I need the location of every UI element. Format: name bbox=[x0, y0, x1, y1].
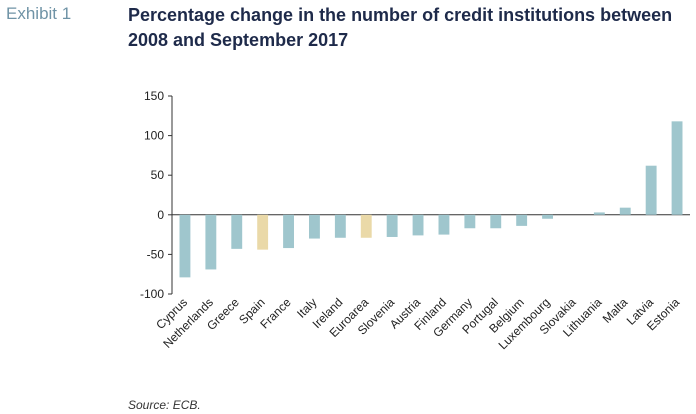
bar-portugal bbox=[490, 214, 502, 229]
y-tick-label: 100 bbox=[144, 129, 164, 143]
bar-luxembourg bbox=[542, 214, 553, 219]
exhibit-label: Exhibit 1 bbox=[6, 4, 72, 23]
bar-spain bbox=[257, 214, 269, 250]
chart-title: Percentage change in the number of credi… bbox=[128, 5, 673, 50]
bar-finland bbox=[438, 214, 450, 235]
bar-slovenia bbox=[386, 214, 398, 237]
y-tick-label: 150 bbox=[144, 89, 164, 103]
y-tick-label: 50 bbox=[151, 168, 165, 182]
bar-latvia bbox=[645, 165, 657, 215]
bar-cyprus bbox=[179, 214, 191, 278]
y-tick-label: -50 bbox=[147, 247, 165, 261]
bar-lithuania bbox=[593, 212, 605, 215]
bar-malta bbox=[619, 207, 631, 215]
chart-axes bbox=[168, 95, 690, 295]
bar-euroarea bbox=[360, 214, 372, 238]
chart-labels: 150100500-50-100CyprusNetherlandsGreeceS… bbox=[140, 89, 682, 352]
bar-germany bbox=[464, 214, 476, 229]
bar-belgium bbox=[516, 214, 528, 226]
source-note: Source: ECB. bbox=[128, 398, 201, 412]
bar-estonia bbox=[671, 121, 683, 215]
y-tick-label: -100 bbox=[140, 287, 164, 301]
chart-bars bbox=[179, 121, 683, 278]
bar-france bbox=[283, 214, 294, 249]
bar-greece bbox=[231, 214, 243, 249]
bar-italy bbox=[309, 214, 320, 239]
y-tick-label: 0 bbox=[157, 208, 164, 222]
bar-netherlands bbox=[205, 214, 217, 270]
bar-austria bbox=[412, 214, 424, 236]
bar-ireland bbox=[334, 214, 346, 238]
